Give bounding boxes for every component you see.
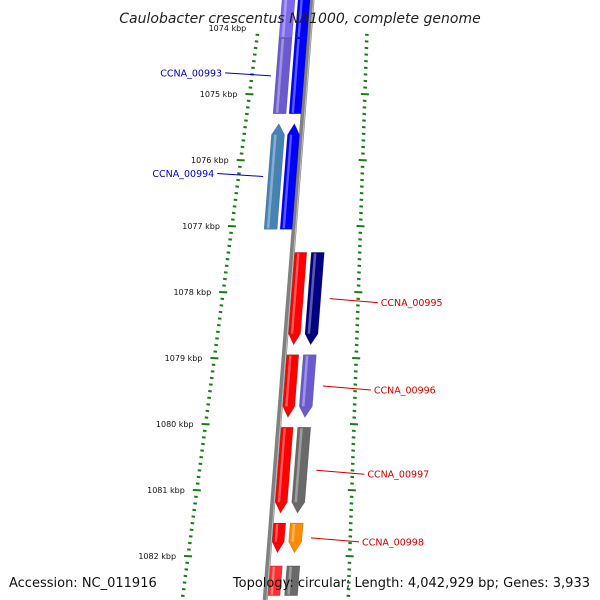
- kbp-tick-label: 1078 kbp: [173, 288, 211, 297]
- kbp-tick-label: 1076 kbp: [191, 156, 229, 165]
- accession-text: Accession: NC_011916: [9, 576, 157, 591]
- gene-feature-inner[interactable]: [282, 354, 300, 419]
- topology-text: Topology: circular; Length: 4,042,929 bp…: [232, 576, 590, 591]
- kbp-tick-label: 1077 kbp: [182, 222, 220, 231]
- gene-label-leader: [322, 385, 371, 391]
- gene-feature-outer[interactable]: [298, 354, 317, 418]
- gene-feature-outer[interactable]: [272, 37, 293, 115]
- gene-feature-inner[interactable]: [288, 37, 308, 115]
- gene-feature-inner[interactable]: [267, 565, 283, 596]
- gene-label-leader: [311, 537, 360, 543]
- gene-label-leader: [217, 173, 264, 177]
- backbone-line: [262, 0, 315, 600]
- gene-label[interactable]: CCNA_00995: [381, 298, 443, 309]
- gene-feature-outer[interactable]: [263, 123, 285, 230]
- gene-feature-inner[interactable]: [294, 0, 311, 39]
- kbp-tick-label: 1074 kbp: [209, 24, 247, 33]
- gene-feature-inner[interactable]: [274, 426, 294, 514]
- gene-feature-inner[interactable]: [271, 522, 287, 554]
- gene-feature-outer[interactable]: [304, 252, 325, 346]
- gene-label[interactable]: CCNA_00993: [160, 68, 222, 79]
- kbp-tick-label: 1075 kbp: [200, 90, 238, 99]
- kbp-tick-label: 1082 kbp: [138, 552, 176, 561]
- gene-feature-outer[interactable]: [284, 565, 301, 596]
- backbone-highlight: [266, 0, 314, 600]
- gene-label-leader: [225, 72, 272, 77]
- gene-labels: CCNA_00993 CCNA_00994 CCNA_00995 CCNA_00996…: [152, 68, 442, 548]
- gene-feature-outer[interactable]: [291, 426, 312, 514]
- gene-label[interactable]: CCNA_00996: [374, 386, 436, 397]
- gene-feature-outer[interactable]: [288, 522, 304, 554]
- gene-track: [263, 0, 325, 596]
- gene-label[interactable]: CCNA_00994: [152, 169, 214, 180]
- gene-label[interactable]: CCNA_00998: [362, 537, 424, 548]
- gene-label[interactable]: CCNA_00997: [367, 470, 429, 481]
- gene-feature-inner[interactable]: [279, 123, 300, 230]
- kbp-tick-label: 1079 kbp: [165, 354, 203, 363]
- kbp-tick-label: 1081 kbp: [147, 486, 185, 495]
- position-ruler: 1074 kbp 1075 kbp 1076 kbp 1077 kbp 1078 kbp…: [138, 24, 369, 597]
- genome-backbone: [262, 0, 315, 600]
- gene-feature-inner[interactable]: [288, 252, 308, 346]
- gene-label-leader: [329, 298, 378, 304]
- map-title: Caulobacter crescentus NA1000, complete …: [119, 11, 480, 27]
- gene-label-leader: [316, 469, 365, 475]
- kbp-tick-label: 1080 kbp: [156, 420, 194, 429]
